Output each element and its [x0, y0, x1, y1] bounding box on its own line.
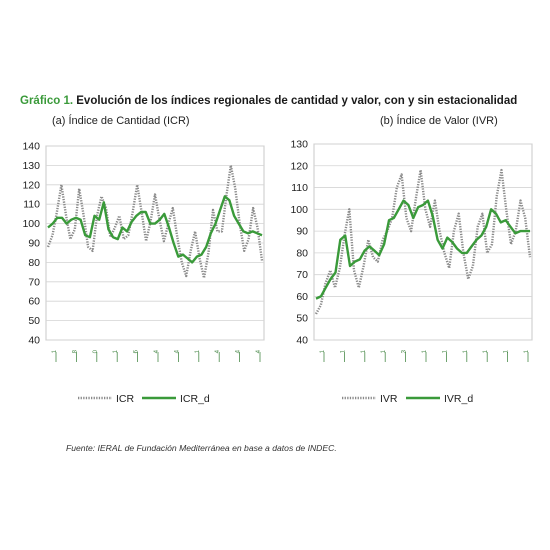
- chart-b-title: (b) Índice de Valor (IVR): [380, 115, 498, 127]
- y-tick-label: 100: [22, 218, 40, 230]
- x-tick-label: 3: [402, 349, 408, 353]
- y-tick-label: 130: [22, 160, 40, 172]
- series-line-icr: [46, 164, 264, 280]
- figure-label: Gráfico 1.: [20, 95, 74, 107]
- y-tick-label: 40: [28, 335, 40, 347]
- x-tick-label: 1: [113, 349, 119, 353]
- x-tick-label: 4: [154, 349, 160, 353]
- y-tick-label: 110: [291, 182, 308, 194]
- x-tick-label: 1: [340, 349, 346, 353]
- legend-label: ICR: [116, 393, 135, 405]
- y-tick-label: 120: [290, 160, 308, 172]
- legend-label: IVR: [380, 393, 398, 405]
- x-tick-label: 1: [483, 349, 489, 353]
- y-tick-label: 80: [28, 257, 40, 269]
- y-tick-label: 90: [296, 226, 308, 238]
- x-tick-label: 1: [463, 349, 469, 353]
- y-tick-label: 50: [28, 315, 40, 327]
- y-tick-label: 100: [290, 204, 308, 216]
- y-tick-label: 60: [296, 291, 308, 303]
- x-tick-label: 1: [524, 349, 530, 353]
- x-tick-label: 1: [422, 349, 428, 353]
- y-tick-label: 130: [290, 139, 308, 151]
- series-line-ivr-d: [315, 199, 530, 300]
- x-tick-label: 1: [442, 349, 448, 353]
- y-tick-label: 140: [22, 141, 40, 153]
- y-tick-label: 80: [296, 247, 308, 259]
- chart-a-title: (a) Índice de Cantidad (ICR): [52, 115, 190, 127]
- x-tick-label: 1: [381, 349, 387, 353]
- x-tick-label: 4: [215, 349, 221, 353]
- legend-label: ICR_d: [180, 393, 210, 405]
- figure-title-text: Evolución de los índices regionales de c…: [76, 95, 518, 107]
- x-tick-label: 1: [504, 349, 510, 353]
- x-tick-label: 4: [174, 349, 180, 353]
- x-tick-label: 8: [72, 349, 78, 353]
- x-tick-label: 1: [52, 349, 58, 353]
- y-tick-label: 110: [23, 199, 40, 211]
- x-tick-label: 6: [134, 349, 140, 353]
- x-tick-label: 4: [236, 349, 242, 353]
- y-tick-label: 120: [22, 179, 40, 191]
- y-tick-label: 60: [28, 296, 40, 308]
- x-tick-label: 1: [361, 349, 367, 353]
- y-tick-label: 90: [28, 238, 40, 250]
- legend-label: IVR_d: [444, 393, 473, 405]
- series-line-icr-d: [47, 195, 263, 264]
- y-tick-label: 70: [296, 269, 308, 281]
- figure-title: Gráfico 1. Evolución de los índices regi…: [20, 95, 540, 107]
- x-tick-label: 0: [93, 349, 99, 353]
- y-tick-label: 50: [296, 313, 308, 325]
- x-tick-label: 1: [320, 349, 326, 353]
- y-tick-label: 40: [296, 335, 308, 347]
- x-tick-label: 4: [256, 349, 262, 353]
- chart-valor: 40 50 60 70 80 90 100 110 120 130 1 1 1 1 3 1 1 1 1 1 1 IVR IV…: [290, 139, 533, 405]
- x-tick-label: 1: [195, 349, 201, 353]
- series-line-ivr: [314, 168, 532, 315]
- source-note: Fuente: IERAL de Fundación Mediterránea …: [66, 443, 337, 453]
- y-tick-label: 70: [28, 276, 40, 288]
